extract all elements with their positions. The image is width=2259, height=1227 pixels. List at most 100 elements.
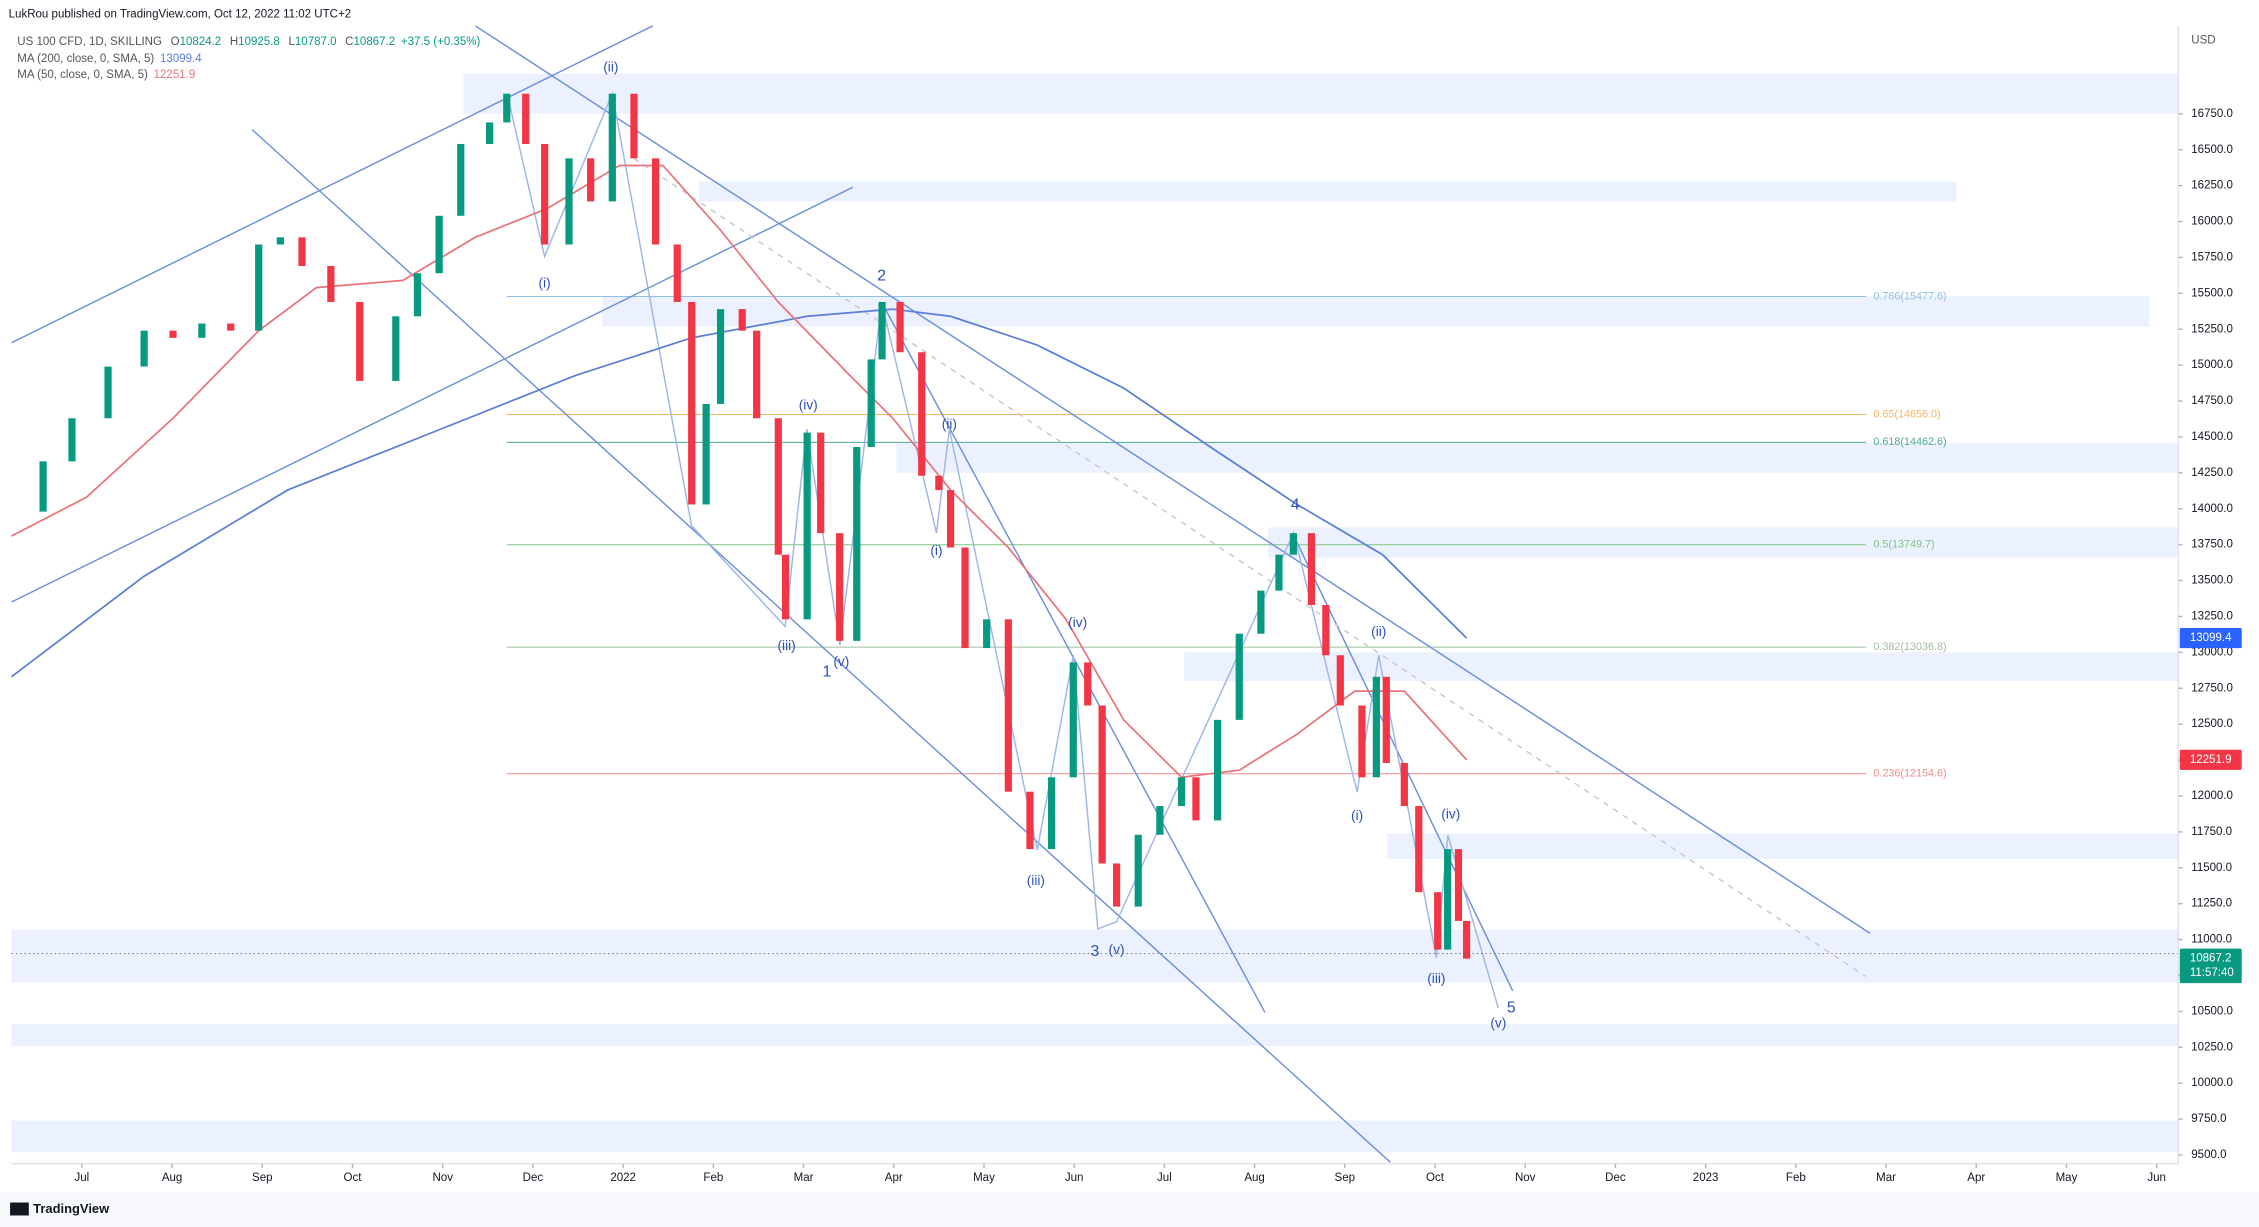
candle	[878, 301, 886, 360]
y-tick-label: 13500.0	[2191, 575, 2233, 587]
x-tick-label: Nov	[1515, 1172, 1536, 1184]
candle	[1069, 662, 1077, 778]
wave-label: (v)	[1109, 942, 1125, 957]
fib-label: 0.618(14462.6)	[1873, 436, 1946, 448]
moving-average	[11, 308, 1468, 678]
currency: USD	[2191, 34, 2215, 46]
wave-label: 1	[823, 664, 832, 681]
candle	[673, 244, 681, 302]
x-tick-label: Aug	[1244, 1172, 1265, 1184]
y-tick-label: 12500.0	[2191, 718, 2233, 730]
candle	[918, 352, 926, 476]
candle	[652, 158, 660, 245]
quote-key: C	[345, 36, 353, 48]
y-tick-label: 14250.0	[2191, 467, 2233, 479]
candle	[1004, 619, 1012, 792]
x-tick-label: Aug	[162, 1172, 183, 1184]
zone	[11, 929, 2179, 983]
fib-label: 0.786(15477.6)	[1873, 290, 1946, 302]
x-tick-label: Feb	[703, 1172, 723, 1184]
y-tick-label: 11000.0	[2191, 934, 2232, 946]
candle	[716, 309, 725, 404]
candle	[738, 309, 746, 331]
fib-label: 0.382(13036.8)	[1873, 641, 1946, 653]
plot	[11, 93, 1471, 959]
candle	[983, 619, 991, 649]
quote-value: 10867.2	[354, 36, 396, 48]
wave-label: (iv)	[1068, 615, 1087, 630]
price-tag	[2179, 749, 2242, 770]
candle	[298, 237, 306, 267]
ma-value: 13099.4	[160, 53, 202, 65]
candle	[836, 533, 844, 641]
wave-label: 4	[1291, 497, 1300, 514]
footer	[0, 1192, 2259, 1227]
x-tick-label: Nov	[432, 1172, 453, 1184]
y-tick-label: 15250.0	[2191, 323, 2233, 335]
x-tick-label: Apr	[885, 1172, 903, 1184]
symbol: US 100 CFD, 1D, SKILLING	[17, 36, 162, 48]
candle	[457, 143, 465, 216]
candle	[1214, 719, 1222, 821]
wave-label: (ii)	[603, 59, 618, 74]
candle	[413, 273, 422, 317]
candle	[867, 359, 875, 447]
candle	[255, 244, 263, 331]
price-tag-label: 12251.9	[2190, 754, 2232, 766]
quote-value: 10787.0	[295, 36, 337, 48]
candle	[1112, 863, 1121, 907]
quote-key: O	[171, 36, 180, 48]
wave-label: (iv)	[1441, 807, 1460, 822]
candle	[1177, 777, 1186, 807]
candle	[486, 122, 494, 144]
x-tick-label: 2023	[1693, 1172, 1719, 1184]
candle	[817, 432, 825, 534]
trend-line	[633, 157, 1867, 978]
legend-ma: MA (200, close, 0, SMA, 5) 13099.4	[17, 53, 202, 65]
moving-average	[11, 164, 1468, 779]
ma-name: MA (200, close, 0, SMA, 5)	[17, 53, 154, 65]
candle	[608, 93, 616, 202]
candle	[1462, 920, 1471, 959]
candle	[961, 547, 969, 649]
candle	[1358, 705, 1366, 778]
y-tick-label: 16750.0	[2191, 108, 2233, 120]
trend-line	[11, 186, 854, 603]
candle	[1235, 633, 1243, 720]
candle	[1098, 705, 1106, 864]
x-tick-label: Sep	[1335, 1172, 1356, 1184]
wave-label: (iii)	[778, 638, 796, 653]
ma-name: MA (50, close, 0, SMA, 5)	[17, 69, 148, 81]
candle	[853, 446, 861, 641]
y-tick-label: 14500.0	[2191, 431, 2233, 443]
y-tick-label: 14750.0	[2191, 395, 2233, 407]
y-tick-label: 16500.0	[2191, 144, 2233, 156]
zone	[1184, 652, 2179, 682]
candle	[276, 237, 284, 245]
wave-label: 3	[1091, 943, 1100, 960]
candle	[503, 93, 511, 123]
y-tick-label: 13000.0	[2191, 646, 2233, 658]
candle	[774, 418, 782, 555]
x-tick-label: May	[2056, 1172, 2078, 1184]
candle	[1434, 892, 1442, 950]
quote-key: L	[288, 36, 295, 48]
y-tick-label: 15500.0	[2191, 287, 2233, 299]
fib-label: 0.5(13749.7)	[1873, 539, 1934, 551]
quote-value: 10925.8	[238, 36, 280, 48]
wave-label: (i)	[1351, 808, 1363, 823]
candle	[1372, 676, 1380, 778]
zone	[698, 181, 1957, 202]
x-tick-label: Dec	[1605, 1172, 1626, 1184]
y-tick-label: 10250.0	[2191, 1041, 2233, 1053]
wave-label: (v)	[1490, 1016, 1506, 1031]
candle	[435, 215, 443, 274]
x-tick-label: Jul	[75, 1172, 90, 1184]
candle	[227, 323, 235, 331]
candle	[104, 366, 112, 419]
countdown: 11:57:40	[2190, 967, 2234, 979]
candle	[541, 143, 549, 245]
x-tick-label: Feb	[1786, 1172, 1806, 1184]
wave-label: (iii)	[1027, 873, 1045, 888]
